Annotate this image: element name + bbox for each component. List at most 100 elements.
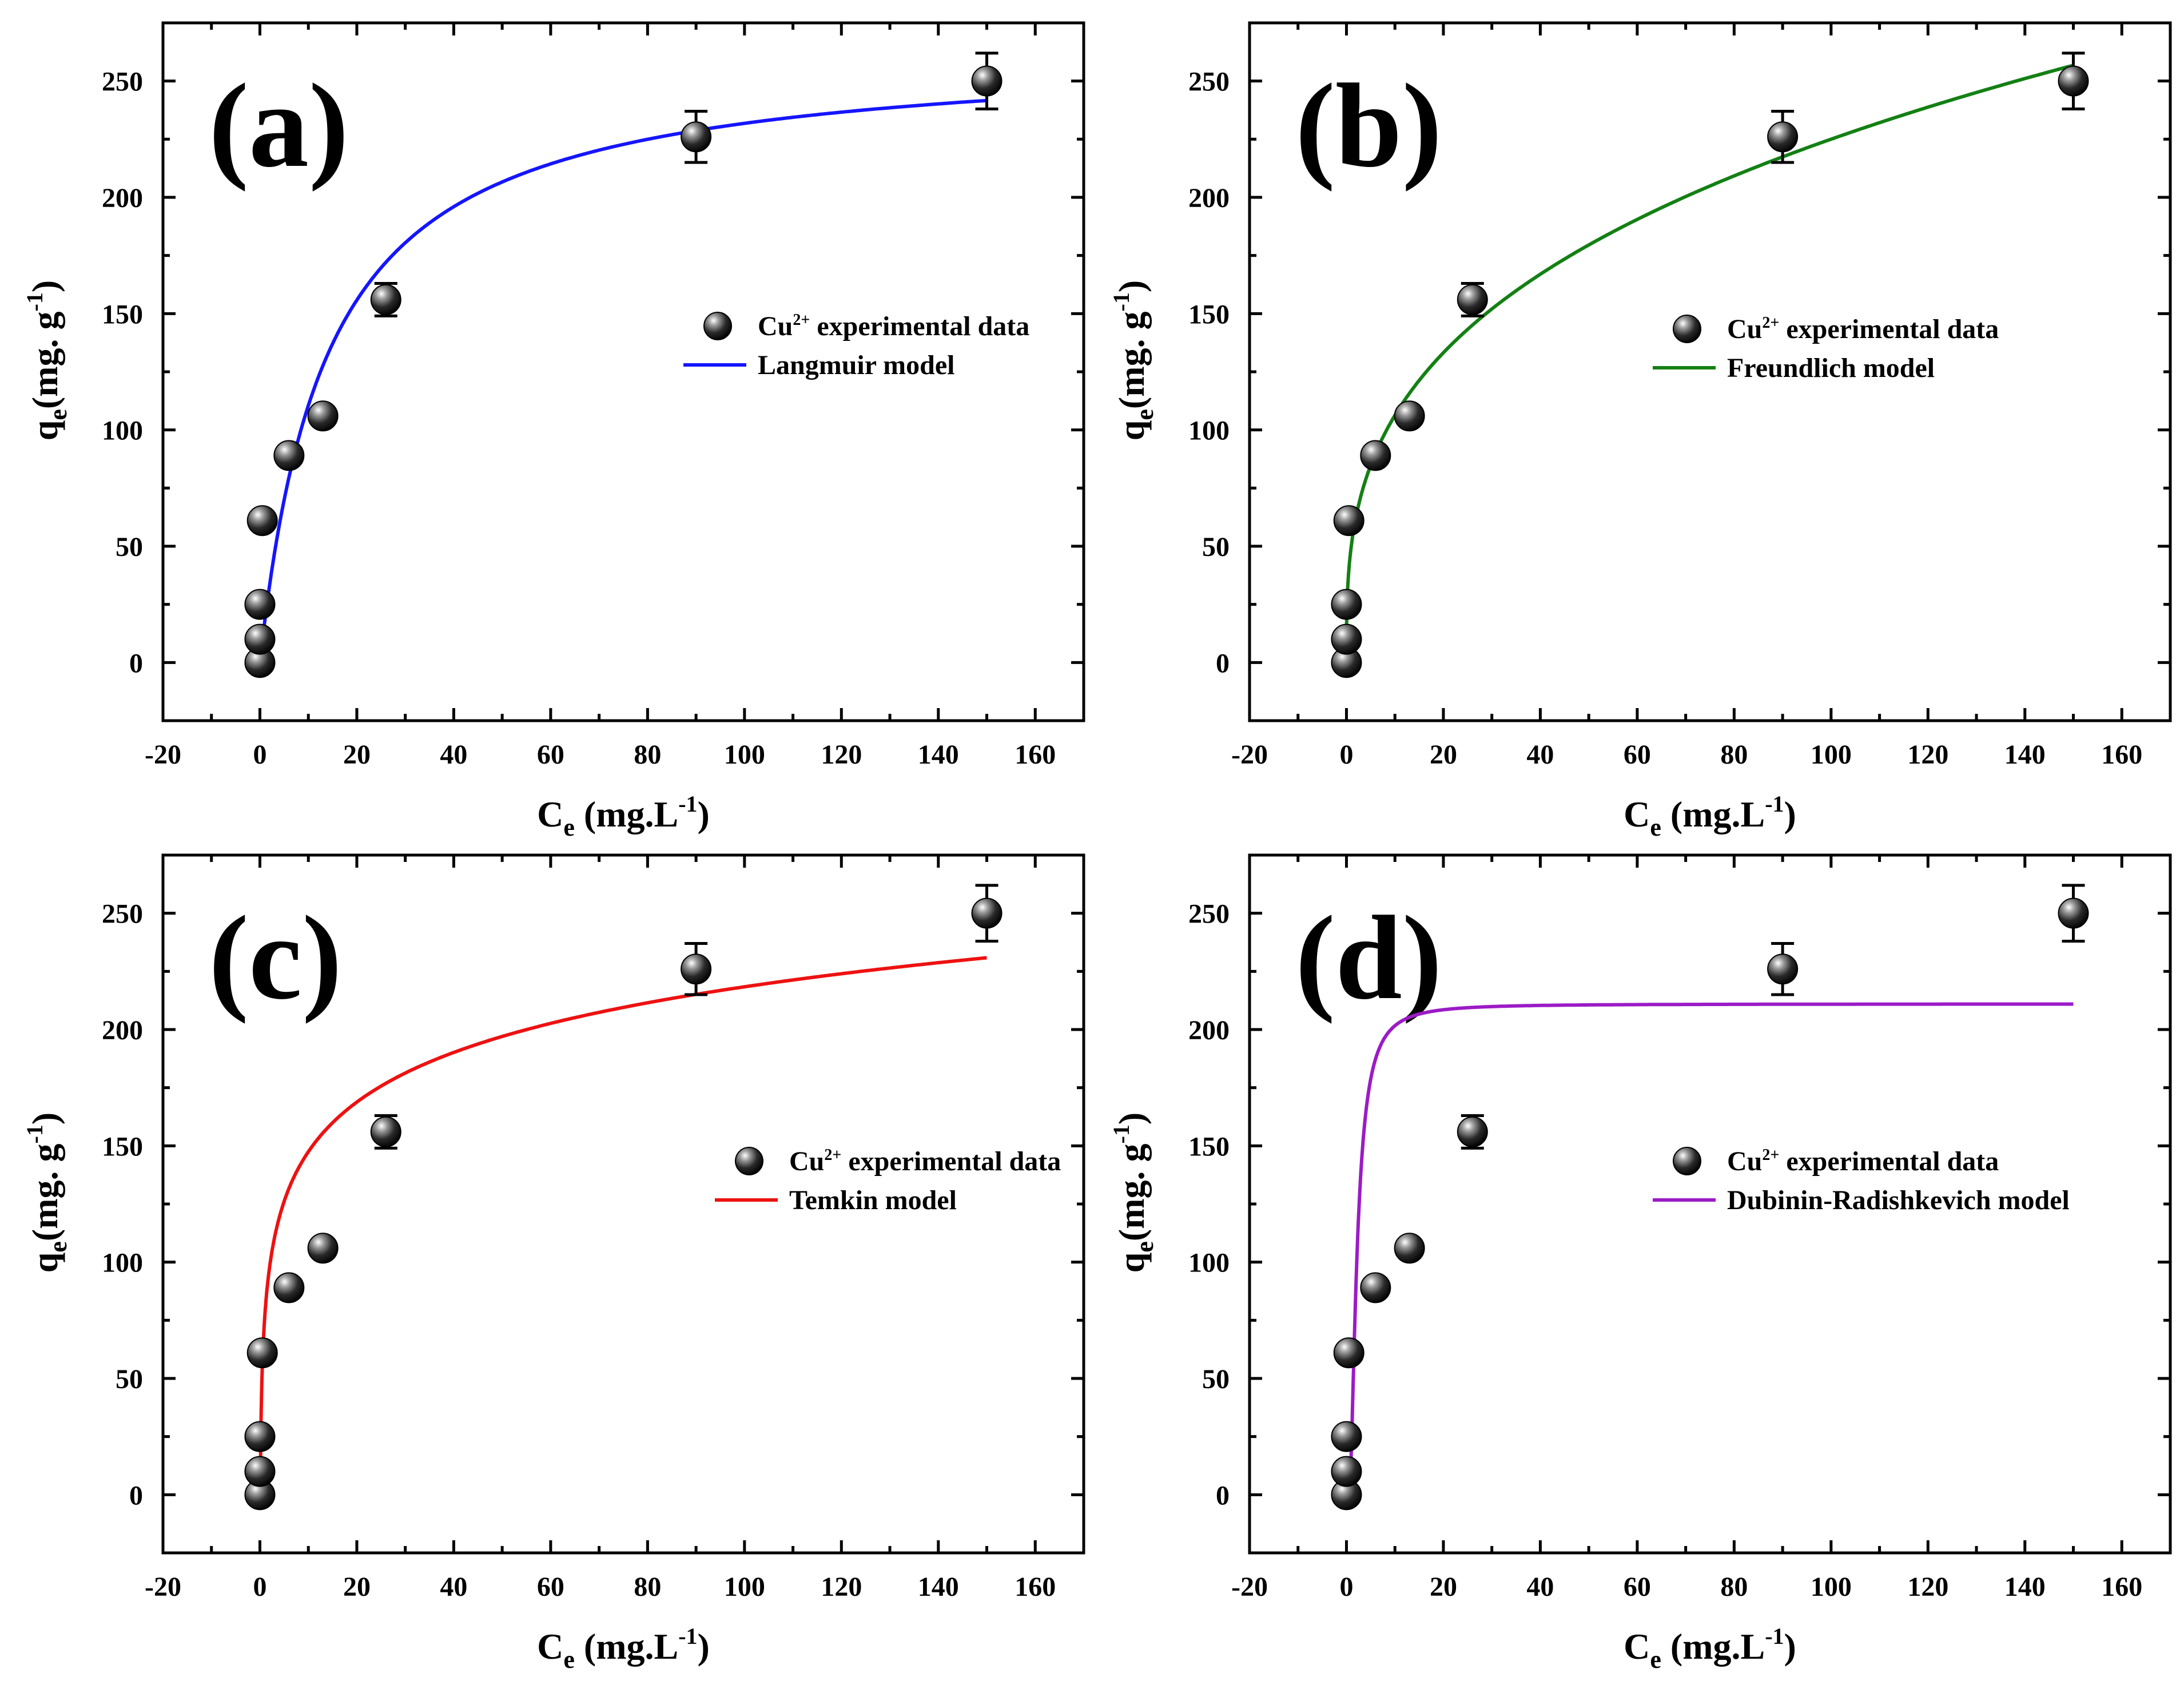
x-tick-label: 120 bbox=[1907, 740, 1948, 770]
legend-points-label: Cu2+ experimental data bbox=[1727, 1146, 1999, 1177]
y-tick-label: 200 bbox=[1188, 183, 1230, 213]
x-tick-label: 120 bbox=[821, 740, 862, 770]
y-tick-label: 250 bbox=[1188, 67, 1230, 97]
x-tick-label: 40 bbox=[1526, 740, 1554, 770]
y-tick-label: 0 bbox=[129, 1480, 143, 1511]
legend-point-marker bbox=[735, 1147, 763, 1175]
panel-d: -20 0 20 40 60 80 100 120 140 160 0 50 100 150 200 250 C… bbox=[1108, 853, 2172, 1674]
data-point bbox=[971, 897, 1003, 929]
legend: Cu2+ experimental data Langmuir model bbox=[683, 311, 1029, 380]
x-tick-label: 40 bbox=[440, 740, 467, 770]
y-tick-label: 100 bbox=[1188, 1248, 1230, 1278]
data-point bbox=[2058, 65, 2089, 97]
y-tick-label: 100 bbox=[1188, 416, 1230, 446]
legend-points-label: Cu2+ experimental data bbox=[1727, 314, 1999, 344]
y-tick-label: 250 bbox=[1188, 899, 1230, 929]
data-point bbox=[1767, 953, 1799, 985]
y-tick-label: 50 bbox=[1202, 1364, 1230, 1394]
legend-point-marker bbox=[1673, 315, 1701, 343]
y-tick-label: 150 bbox=[1188, 1131, 1230, 1162]
x-tick-label: 80 bbox=[1720, 1572, 1748, 1602]
x-tick-label: 100 bbox=[724, 1572, 765, 1602]
x-tick-label: 80 bbox=[634, 740, 661, 770]
x-axis-label: Ce (mg.L-1) bbox=[537, 791, 710, 841]
x-tick-label: 100 bbox=[1811, 1572, 1852, 1602]
x-tick-label: 40 bbox=[1526, 1572, 1554, 1602]
data-point bbox=[307, 1233, 339, 1264]
data-point bbox=[681, 953, 712, 985]
x-tick-label: 140 bbox=[918, 740, 959, 770]
x-tick-label: 60 bbox=[1624, 1572, 1651, 1602]
data-point bbox=[370, 284, 401, 315]
y-tick-label: 150 bbox=[102, 1131, 143, 1162]
x-axis-label: Ce (mg.L-1) bbox=[537, 1623, 710, 1674]
y-tick-label: 150 bbox=[102, 299, 143, 329]
data-point bbox=[1767, 121, 1799, 153]
legend-points-label: Cu2+ experimental data bbox=[758, 311, 1029, 341]
panel-label: (a) bbox=[209, 59, 349, 192]
y-tick-label: 100 bbox=[102, 1248, 143, 1278]
data-point bbox=[1333, 505, 1364, 537]
y-tick-label: 250 bbox=[102, 67, 143, 97]
x-tick-label: 60 bbox=[537, 740, 564, 770]
panel-c: -20 0 20 40 60 80 100 120 140 160 0 50 100 150 200 250 C… bbox=[22, 853, 1085, 1674]
data-point bbox=[1331, 589, 1362, 620]
y-tick-label: 200 bbox=[102, 1015, 143, 1046]
legend-line-label: Temkin model bbox=[789, 1185, 957, 1215]
x-tick-label: 160 bbox=[2101, 1572, 2142, 1602]
x-tick-label: 0 bbox=[253, 740, 266, 770]
x-tick-label: -20 bbox=[145, 740, 181, 770]
x-tick-label: -20 bbox=[145, 1572, 181, 1602]
x-tick-label: 40 bbox=[440, 1572, 467, 1602]
y-tick-label: 0 bbox=[129, 648, 143, 678]
legend-line-label: Langmuir model bbox=[758, 350, 954, 380]
data-point bbox=[2058, 897, 2089, 929]
y-tick-label: 50 bbox=[116, 532, 143, 562]
y-tick-label: 200 bbox=[1188, 1015, 1230, 1046]
panel-b: -20 0 20 40 60 80 100 120 140 160 0 50 100 150 200 250 C… bbox=[1108, 21, 2172, 841]
y-tick-label: 50 bbox=[1202, 532, 1230, 562]
legend: Cu2+ experimental data Freundlich model bbox=[1653, 314, 1999, 383]
data-point bbox=[971, 65, 1003, 97]
data-point bbox=[273, 440, 305, 471]
data-point bbox=[1331, 1456, 1362, 1487]
y-tick-label: 100 bbox=[102, 416, 143, 446]
data-point bbox=[1360, 1272, 1391, 1304]
data-point bbox=[244, 623, 276, 655]
panel-label: (c) bbox=[209, 892, 342, 1024]
y-tick-label: 150 bbox=[1188, 299, 1230, 329]
x-tick-label: 20 bbox=[343, 740, 371, 770]
x-tick-label: 60 bbox=[1624, 740, 1651, 770]
legend-points-label: Cu2+ experimental data bbox=[789, 1146, 1061, 1177]
x-tick-label: 160 bbox=[2101, 740, 2142, 770]
x-tick-label: 20 bbox=[343, 1572, 371, 1602]
x-tick-label: -20 bbox=[1231, 740, 1268, 770]
legend-point-marker bbox=[703, 312, 732, 340]
y-axis-label: qe(mg. g-1) bbox=[22, 1112, 72, 1273]
model-curve bbox=[258, 98, 987, 663]
panel-label: (d) bbox=[1295, 892, 1442, 1024]
data-point bbox=[681, 121, 712, 153]
data-point bbox=[1394, 1233, 1425, 1264]
y-axis-label: qe(mg. g-1) bbox=[22, 280, 72, 440]
x-tick-label: 100 bbox=[724, 740, 765, 770]
data-point bbox=[1394, 400, 1425, 432]
x-tick-label: 120 bbox=[821, 1572, 862, 1602]
x-axis-label: Ce (mg.L-1) bbox=[1624, 791, 1796, 841]
x-tick-label: 80 bbox=[634, 1572, 661, 1602]
legend-point-marker bbox=[1673, 1147, 1701, 1175]
x-tick-label: 140 bbox=[2004, 1572, 2046, 1602]
data-point bbox=[244, 1421, 276, 1452]
y-tick-label: 0 bbox=[1216, 648, 1230, 678]
y-axis-label: qe(mg. g-1) bbox=[1108, 1112, 1159, 1273]
data-point bbox=[1331, 623, 1362, 655]
x-tick-label: 0 bbox=[253, 1572, 266, 1602]
data-point bbox=[370, 1116, 401, 1147]
x-tick-label: 60 bbox=[537, 1572, 564, 1602]
x-tick-label: 20 bbox=[1430, 1572, 1457, 1602]
data-point bbox=[244, 1456, 276, 1487]
x-tick-label: -20 bbox=[1231, 1572, 1268, 1602]
x-tick-label: 140 bbox=[918, 1572, 959, 1602]
panel-a: -20 0 20 40 60 80 100 120 140 160 0 50 100 150 200 250 C… bbox=[22, 21, 1085, 841]
y-tick-label: 200 bbox=[102, 183, 143, 213]
